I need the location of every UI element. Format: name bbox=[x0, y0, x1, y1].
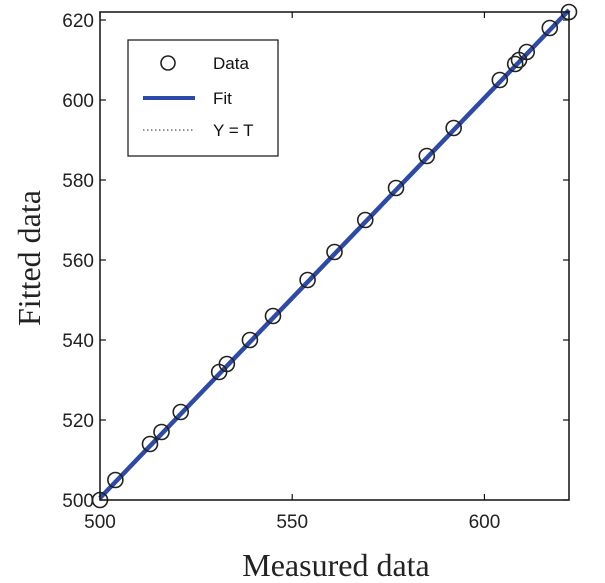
x-tick-label: 500 bbox=[84, 512, 116, 533]
y-tick-label: 600 bbox=[62, 91, 94, 112]
legend-label-fit: Fit bbox=[213, 89, 232, 108]
data-point bbox=[141, 435, 159, 453]
legend-label-data: Data bbox=[213, 54, 249, 73]
series-fit-line bbox=[98, 8, 571, 500]
x-tick-label: 550 bbox=[276, 512, 308, 533]
data-point bbox=[506, 55, 524, 73]
y-tick-label: 620 bbox=[62, 11, 94, 32]
data-point bbox=[356, 211, 374, 229]
data-point bbox=[241, 331, 259, 349]
y-tick-label: 580 bbox=[62, 171, 94, 192]
data-point bbox=[153, 423, 170, 441]
y-tick-label: 560 bbox=[62, 251, 94, 272]
y-tick-label: 520 bbox=[62, 411, 94, 432]
data-point bbox=[218, 355, 236, 373]
data-point bbox=[541, 19, 559, 37]
data-point bbox=[299, 271, 316, 289]
y-tick-label: 540 bbox=[62, 331, 94, 352]
data-point bbox=[518, 43, 536, 61]
data-point bbox=[264, 307, 282, 325]
y-tick-label: 500 bbox=[62, 491, 94, 512]
legend-marker-data bbox=[160, 55, 176, 71]
y-axis-title: Fitted data bbox=[11, 190, 47, 326]
data-point bbox=[418, 147, 436, 165]
plot-frame bbox=[99, 11, 570, 501]
data-point bbox=[326, 243, 343, 261]
legend-label-yt: Y = T bbox=[213, 121, 253, 140]
data-point bbox=[445, 119, 462, 137]
x-tick-label: 600 bbox=[469, 512, 501, 533]
data-point bbox=[491, 71, 509, 89]
data-point bbox=[387, 179, 405, 197]
data-point bbox=[172, 403, 190, 421]
data-point bbox=[107, 471, 124, 489]
legend: Data Fit Y = T bbox=[127, 39, 279, 157]
axis-ticks: 500 550 600 500 520 540 560 580 600 620 bbox=[62, 11, 569, 533]
x-axis-title: Measured data bbox=[242, 547, 429, 583]
